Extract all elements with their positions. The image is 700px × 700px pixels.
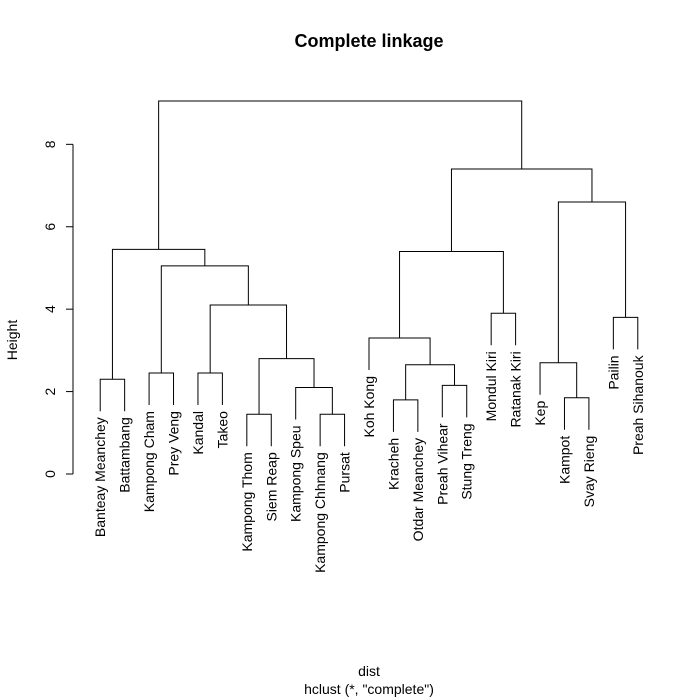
leaf-label: Ratanak Kiri	[508, 351, 524, 427]
leaf-label: Kep	[532, 401, 548, 426]
leaf-label: Mondul Kiri	[483, 351, 499, 421]
leaf-label: Svay Rieng	[581, 436, 597, 508]
dendrogram-link-m8	[209, 304, 288, 374]
leaf-label: Prey Veng	[166, 411, 182, 476]
leaf-label: Pursat	[337, 452, 353, 493]
leaf-label: Kampong Thom	[239, 452, 255, 551]
leaf-label: Kampong Chhnang	[312, 452, 328, 573]
y-tick-label: 4	[42, 305, 58, 313]
leaf-label: Kampot	[556, 436, 572, 484]
dendrogram-link-m10	[111, 248, 206, 380]
leaf-label: Kandal	[190, 411, 206, 455]
y-axis-label: Height	[4, 320, 20, 361]
leaf-label: Battambang	[117, 417, 133, 493]
dendrogram-link-m9	[160, 265, 249, 374]
dendrogram-link-m1	[99, 378, 126, 412]
leaf-label: Kampong Cham	[141, 411, 157, 512]
chart-title: Complete linkage	[294, 31, 443, 51]
dendrogram-link-m19	[612, 316, 639, 350]
y-axis: 0 2 4 6 8	[42, 140, 74, 478]
leaf-label: Banteay Meanchey	[92, 417, 108, 537]
leaf-label: Takeo	[214, 411, 230, 449]
y-tick-label: 2	[42, 387, 58, 395]
dendrogram-links	[99, 100, 639, 447]
dendrogram-link-m12	[441, 384, 468, 418]
dendrogram-link-m6	[295, 386, 333, 420]
leaf-label: Koh Kong	[361, 376, 377, 438]
dendrogram-link-m11	[392, 399, 419, 432]
dendrogram-link-m2	[148, 372, 175, 406]
leaf-label: Otdar Meanchey	[410, 438, 426, 542]
dendrogram-link-m3	[197, 372, 223, 406]
x-axis-label: dist	[358, 663, 380, 679]
dendrogram-link-m15	[490, 312, 517, 346]
dendrogram-link-m16	[399, 250, 504, 339]
leaf-label: Preah Sihanouk	[630, 354, 646, 455]
y-tick-label: 6	[42, 223, 58, 231]
y-tick-label: 0	[42, 470, 58, 478]
leaf-label: Siem Reap	[263, 452, 279, 521]
dendrogram-link-m13	[405, 364, 456, 400]
dendrogram-link-m20	[557, 201, 627, 363]
dendrogram-link-m4	[246, 413, 272, 447]
dendrogram-link-m17	[563, 397, 590, 430]
chart-subtitle: hclust (*, "complete")	[304, 681, 434, 697]
leaf-label: Pailin	[605, 355, 621, 389]
y-tick-label: 8	[42, 140, 58, 148]
dendrogram-link-m5	[319, 413, 346, 447]
dendrogram-link-m22	[158, 100, 523, 250]
dendrogram-link-m21	[450, 168, 593, 252]
leaf-label: Kampong Speu	[288, 425, 304, 522]
dendrogram-link-m7	[258, 358, 315, 415]
leaf-labels: Banteay Meanchey Battambang Kampong Cham Pr…	[92, 351, 646, 573]
dendrogram-link-m18	[539, 362, 578, 398]
leaf-label: Kracheh	[385, 438, 401, 490]
leaf-label: Preah Vihear	[434, 423, 450, 505]
leaf-label: Stung Treng	[459, 423, 475, 499]
